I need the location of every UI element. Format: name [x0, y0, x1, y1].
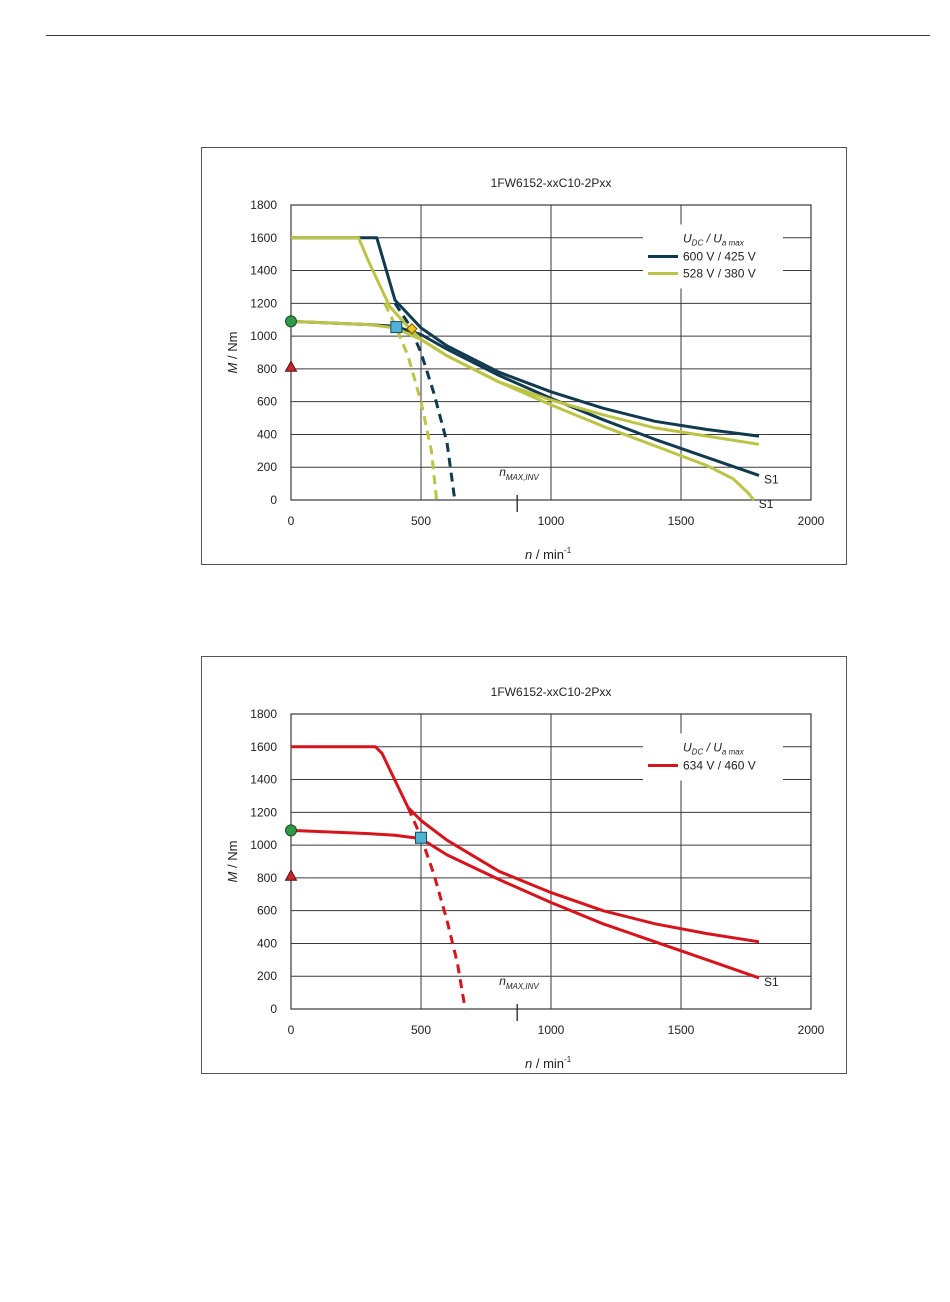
chart-title: 1FW6152-xxC10-2Pxx	[491, 176, 612, 190]
y-tick-label: 400	[257, 936, 277, 950]
y-axis-label: M / Nm	[225, 841, 240, 883]
series-line-1	[291, 236, 760, 438]
legend-header: UDC / Ua max	[683, 232, 745, 248]
y-tick-label: 0	[270, 1002, 277, 1016]
legend-label: 634 V / 460 V	[683, 759, 756, 773]
y-tick-label: 200	[257, 969, 277, 983]
plot-frame	[290, 204, 812, 501]
y-tick-label: 1200	[250, 296, 277, 310]
nmax-inv-label: nMAX,INV	[499, 465, 539, 482]
series-line-2	[290, 828, 760, 980]
y-tick-label: 1800	[250, 198, 277, 212]
y-tick-label: 1600	[250, 231, 277, 245]
y-axis-label: M / Nm	[225, 332, 240, 374]
x-tick-label: 0	[288, 1023, 295, 1037]
y-tick-label: 1200	[250, 805, 277, 819]
x-tick-label: 1500	[668, 514, 695, 528]
nmax-inv-label: nMAX,INV	[499, 974, 539, 991]
y-tick-label: 1800	[250, 707, 277, 721]
legend-box	[643, 733, 783, 781]
series-line-3	[406, 806, 467, 1010]
series-line-3	[393, 302, 457, 501]
x-tick-label: 2000	[798, 1023, 825, 1037]
y-tick-label: 1400	[250, 264, 277, 278]
x-tick-label: 500	[411, 514, 431, 528]
chart-panel-2: 1FW6152-xxC10-2Pxx 0 200 400 600 800 1000 1200 1…	[201, 656, 847, 1074]
plot-frame	[290, 713, 812, 1010]
chart-2: 1FW6152-xxC10-2Pxx 0 200 400 600 800 1000 1200 1…	[225, 685, 825, 1071]
chart-1: 1FW6152-xxC10-2Pxx 0 200 400 600 800 1000 1200 1…	[225, 176, 825, 562]
series-line-2	[290, 319, 760, 477]
series-end-label: S1	[764, 975, 779, 989]
marker-circle	[285, 315, 297, 328]
y-tick-label: 0	[270, 493, 277, 507]
x-tick-label: 500	[411, 1023, 431, 1037]
marker-square	[390, 321, 403, 334]
series-end-label: S1	[764, 472, 779, 486]
x-axis-label: n / min-1	[525, 1055, 572, 1071]
x-tick-label: 1000	[538, 514, 565, 528]
y-tick-label: 600	[257, 395, 277, 409]
legend-label: 600 V / 425 V	[683, 250, 756, 264]
y-tick-label: 600	[257, 904, 277, 918]
chart-title: 1FW6152-xxC10-2Pxx	[491, 685, 612, 699]
y-tick-label: 800	[257, 362, 277, 376]
y-tick-label: 200	[257, 460, 277, 474]
y-tick-label: 1400	[250, 773, 277, 787]
marker-triangle	[284, 869, 298, 881]
legend-header: UDC / Ua max	[683, 741, 745, 757]
y-tick-label: 1000	[250, 838, 277, 852]
y-tick-label: 400	[257, 427, 277, 441]
x-tick-label: 1500	[668, 1023, 695, 1037]
x-axis-label: n / min-1	[525, 546, 572, 562]
header-rule	[46, 35, 930, 36]
y-tick-label: 800	[257, 871, 277, 885]
marker-triangle	[284, 360, 298, 372]
series-line-1	[291, 745, 760, 944]
marker-diamond	[406, 323, 418, 335]
x-tick-label: 1000	[538, 1023, 565, 1037]
marker-square	[415, 831, 427, 844]
x-tick-label: 2000	[798, 514, 825, 528]
series-end-label: S1	[759, 497, 774, 511]
legend-label: 528 V / 380 V	[683, 267, 756, 281]
x-tick-label: 0	[288, 514, 295, 528]
marker-circle	[285, 824, 297, 837]
y-tick-label: 1600	[250, 740, 277, 754]
series-line-6	[383, 302, 439, 501]
y-tick-label: 1000	[250, 329, 277, 343]
chart-panel-1: 1FW6152-xxC10-2Pxx 0 200 400 600 800 1000 1200 1…	[201, 147, 847, 565]
